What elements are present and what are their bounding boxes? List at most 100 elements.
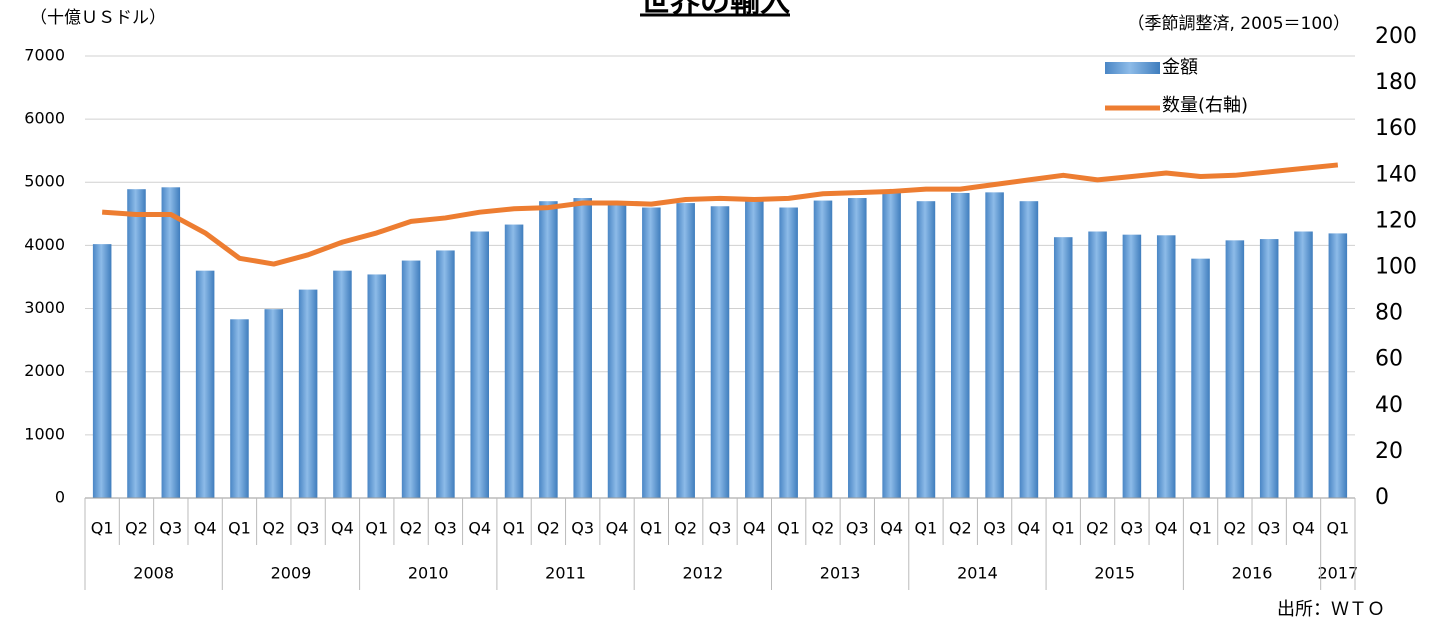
bar (264, 309, 284, 498)
y2-tick-label: 140 (1375, 162, 1417, 187)
y2-axis-label: （季節調整済, 2005＝100） (1127, 14, 1350, 34)
year-label: 2015 (1094, 564, 1135, 583)
x-tick-label: Q1 (640, 519, 663, 538)
legend-swatch (1105, 62, 1160, 74)
bar (401, 260, 421, 498)
y-tick-label: 4000 (24, 235, 65, 254)
x-tick-label: Q4 (331, 519, 354, 538)
x-tick-label: Q2 (1086, 519, 1109, 538)
y-tick-label: 1000 (24, 424, 65, 443)
bar (539, 201, 558, 499)
year-label: 2008 (133, 564, 174, 583)
bar (1191, 258, 1210, 498)
bar (1019, 201, 1039, 499)
bar (1259, 239, 1279, 498)
x-tick-label: Q3 (571, 519, 594, 538)
y2-tick-label: 120 (1375, 208, 1417, 233)
y2-tick-label: 160 (1375, 116, 1417, 141)
x-tick-label: Q1 (915, 519, 938, 538)
x-tick-label: Q2 (674, 519, 697, 538)
y2-tick-label: 100 (1375, 255, 1417, 280)
x-tick-label: Q2 (1223, 519, 1246, 538)
bar (848, 198, 867, 498)
x-tick-label: Q3 (159, 519, 182, 538)
x-tick-label: Q1 (1326, 519, 1349, 538)
x-tick-label: Q1 (503, 519, 526, 538)
y2-tick-label: 200 (1375, 24, 1417, 49)
bar (779, 207, 798, 499)
y2-tick-label: 0 (1375, 485, 1389, 510)
bar (436, 250, 455, 498)
x-tick-label: Q4 (1155, 519, 1178, 538)
bar (92, 244, 112, 498)
y-tick-label: 7000 (24, 45, 65, 64)
bar (710, 206, 730, 498)
bar (1328, 233, 1348, 499)
bar (1225, 240, 1245, 498)
legend-label: 数量(右軸) (1162, 95, 1248, 116)
x-tick-label: Q4 (743, 519, 766, 538)
x-tick-label: Q3 (1121, 519, 1144, 538)
bar (367, 274, 387, 498)
x-tick-label: Q2 (812, 519, 835, 538)
bar (916, 201, 936, 499)
y-tick-label: 2000 (24, 361, 65, 380)
bar (676, 203, 695, 498)
x-tick-label: Q4 (468, 519, 491, 538)
x-tick-label: Q3 (1258, 519, 1281, 538)
y-tick-label: 0 (55, 488, 65, 507)
y2-tick-label: 60 (1375, 347, 1403, 372)
x-tick-label: Q2 (125, 519, 148, 538)
year-label: 2016 (1232, 564, 1273, 583)
line (101, 162, 1339, 267)
bar (745, 200, 764, 498)
x-tick-label: Q2 (949, 519, 972, 538)
bar (985, 192, 1004, 498)
bar (642, 207, 661, 499)
x-tick-label: Q4 (880, 519, 903, 538)
bar (607, 202, 627, 499)
y-tick-label: 3000 (24, 298, 65, 317)
bar (1122, 234, 1142, 499)
y2-tick-label: 20 (1375, 439, 1403, 464)
x-tick-label: Q4 (1292, 519, 1315, 538)
x-tick-label: Q3 (297, 519, 320, 538)
x-tick-label: Q4 (606, 519, 629, 538)
bar (470, 231, 489, 499)
y-axis-label: （十億ＵＳドル） (30, 8, 166, 28)
x-tick-label: Q1 (228, 519, 251, 538)
bar (161, 187, 181, 498)
x-tick-label: Q1 (91, 519, 114, 538)
bar (195, 270, 215, 498)
x-tick-label: Q1 (1052, 519, 1075, 538)
y-tick-label: 5000 (24, 172, 65, 191)
year-label: 2014 (957, 564, 998, 583)
y-tick-label: 6000 (24, 109, 65, 128)
bar (1088, 231, 1107, 499)
x-tick-label: Q1 (777, 519, 800, 538)
x-tick-label: Q2 (400, 519, 423, 538)
year-label: 2010 (408, 564, 449, 583)
year-label: 2012 (682, 564, 723, 583)
bar (813, 200, 833, 498)
y2-tick-label: 80 (1375, 301, 1403, 326)
bar (882, 192, 901, 498)
bar (333, 270, 352, 498)
chart-title: 世界の輸入 (640, 0, 790, 20)
x-tick-label: Q2 (537, 519, 560, 538)
x-tick-label: Q3 (846, 519, 869, 538)
x-tick-label: Q4 (194, 519, 217, 538)
bar (230, 319, 249, 498)
x-tick-label: Q3 (434, 519, 457, 538)
x-tick-label: Q1 (365, 519, 388, 538)
x-tick-label: Q1 (1189, 519, 1212, 538)
bar (1294, 231, 1313, 499)
y2-tick-label: 40 (1375, 393, 1403, 418)
bar (504, 224, 524, 498)
year-label: 2017 (1317, 564, 1358, 583)
bar (127, 189, 146, 498)
legend-label: 金額 (1162, 57, 1198, 78)
bar (298, 289, 318, 498)
year-label: 2011 (545, 564, 586, 583)
